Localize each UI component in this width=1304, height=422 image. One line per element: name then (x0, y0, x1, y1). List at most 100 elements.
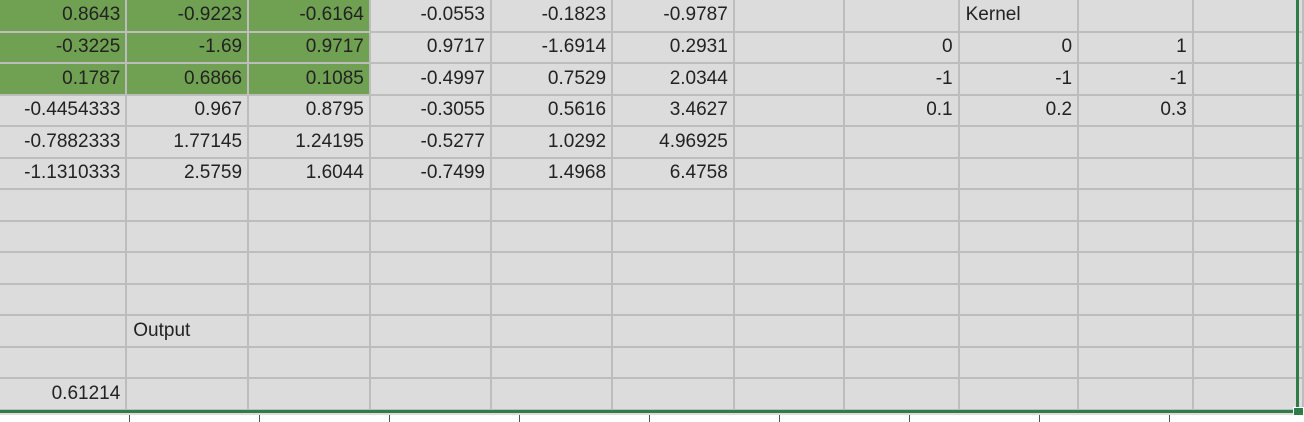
cell-r7-c3[interactable] (248, 189, 371, 222)
cell-r8-c6[interactable] (612, 220, 735, 253)
cell-r8-c10[interactable] (1078, 220, 1194, 253)
cell-r3-c2[interactable]: 0.6866 (126, 63, 250, 96)
cell-r12-c7[interactable] (733, 346, 845, 379)
cell-r6-c1[interactable]: -1.1310333 (0, 157, 128, 190)
cell-r9-c7[interactable] (733, 252, 845, 285)
cell-r1-c11[interactable] (1192, 0, 1304, 33)
cell-r6-c11[interactable] (1192, 157, 1304, 190)
cell-r11-c2[interactable]: Output (126, 315, 250, 348)
cell-r10-c5[interactable] (490, 283, 614, 316)
cell-r7-c11[interactable] (1192, 189, 1304, 222)
cell-r13-c2[interactable] (126, 378, 250, 411)
cell-r10-c7[interactable] (733, 283, 845, 316)
cell-r5-c9[interactable] (958, 126, 1080, 159)
cell-r2-c4[interactable]: 0.9717 (369, 31, 492, 64)
cell-r13-c3[interactable] (248, 378, 371, 411)
cell-r13-c8[interactable] (843, 378, 960, 411)
cell-r3-c9[interactable]: -1 (958, 63, 1080, 96)
cell-r1-c5[interactable]: -0.1823 (490, 0, 614, 33)
cell-r1-c1[interactable]: 0.8643 (0, 0, 128, 33)
cell-r7-c4[interactable] (369, 189, 492, 222)
cell-r4-c2[interactable]: 0.967 (126, 94, 250, 127)
cell-r3-c6[interactable]: 2.0344 (612, 63, 735, 96)
cell-r10-c3[interactable] (248, 283, 371, 316)
cell-r12-c5[interactable] (490, 346, 614, 379)
cell-r9-c8[interactable] (843, 252, 960, 285)
cell-r5-c1[interactable]: -0.7882333 (0, 126, 128, 159)
cell-r6-c5[interactable]: 1.4968 (490, 157, 614, 190)
cell-r5-c5[interactable]: 1.0292 (490, 126, 614, 159)
cell-r12-c10[interactable] (1078, 346, 1194, 379)
cell-r5-c4[interactable]: -0.5277 (369, 126, 492, 159)
cell-r2-c11[interactable] (1192, 31, 1304, 64)
cell-r9-c2[interactable] (126, 252, 250, 285)
cell-r2-c8[interactable]: 0 (843, 31, 960, 64)
cell-r6-c4[interactable]: -0.7499 (369, 157, 492, 190)
cell-r11-c3[interactable] (248, 315, 371, 348)
cell-r10-c9[interactable] (958, 283, 1080, 316)
cell-r9-c9[interactable] (958, 252, 1080, 285)
cell-r12-c1[interactable] (0, 346, 128, 379)
cell-r5-c2[interactable]: 1.77145 (126, 126, 250, 159)
cell-r3-c4[interactable]: -0.4997 (369, 63, 492, 96)
cell-r13-c1[interactable]: 0.61214 (0, 378, 128, 411)
cell-r8-c3[interactable] (248, 220, 371, 253)
cell-r11-c4[interactable] (369, 315, 492, 348)
cell-r7-c2[interactable] (126, 189, 250, 222)
cell-r7-c10[interactable] (1078, 189, 1194, 222)
cell-r12-c6[interactable] (612, 346, 735, 379)
cell-r3-c10[interactable]: -1 (1078, 63, 1194, 96)
cell-r7-c7[interactable] (733, 189, 845, 222)
cell-r2-c2[interactable]: -1.69 (126, 31, 250, 64)
cell-r3-c7[interactable] (733, 63, 845, 96)
cell-r6-c8[interactable] (843, 157, 960, 190)
cell-r11-c11[interactable] (1192, 315, 1304, 348)
cell-r10-c4[interactable] (369, 283, 492, 316)
cell-r7-c6[interactable] (612, 189, 735, 222)
cell-r10-c6[interactable] (612, 283, 735, 316)
cell-r7-c5[interactable] (490, 189, 614, 222)
cell-r12-c3[interactable] (248, 346, 371, 379)
cell-r4-c4[interactable]: -0.3055 (369, 94, 492, 127)
cell-r13-c9[interactable] (958, 378, 1080, 411)
cell-r6-c6[interactable]: 6.4758 (612, 157, 735, 190)
cell-r6-c9[interactable] (958, 157, 1080, 190)
cell-r10-c10[interactable] (1078, 283, 1194, 316)
cell-r3-c3[interactable]: 0.1085 (248, 63, 371, 96)
cell-r8-c1[interactable] (0, 220, 128, 253)
cell-r4-c3[interactable]: 0.8795 (248, 94, 371, 127)
cell-r1-c9[interactable]: Kernel (958, 0, 1080, 33)
cell-r2-c1[interactable]: -0.3225 (0, 31, 128, 64)
cell-r7-c9[interactable] (958, 189, 1080, 222)
cell-r8-c2[interactable] (126, 220, 250, 253)
cell-r9-c5[interactable] (490, 252, 614, 285)
cell-r8-c11[interactable] (1192, 220, 1304, 253)
cell-r3-c11[interactable] (1192, 63, 1304, 96)
cell-r5-c10[interactable] (1078, 126, 1194, 159)
cell-r2-c5[interactable]: -1.6914 (490, 31, 614, 64)
cell-r6-c3[interactable]: 1.6044 (248, 157, 371, 190)
cell-r4-c7[interactable] (733, 94, 845, 127)
cell-r7-c8[interactable] (843, 189, 960, 222)
cell-r4-c9[interactable]: 0.2 (958, 94, 1080, 127)
cell-r4-c5[interactable]: 0.5616 (490, 94, 614, 127)
cell-r5-c7[interactable] (733, 126, 845, 159)
cell-r6-c10[interactable] (1078, 157, 1194, 190)
cell-r13-c5[interactable] (490, 378, 614, 411)
cell-r8-c8[interactable] (843, 220, 960, 253)
cell-r9-c11[interactable] (1192, 252, 1304, 285)
cell-r11-c7[interactable] (733, 315, 845, 348)
cell-r13-c6[interactable] (612, 378, 735, 411)
cell-r12-c11[interactable] (1192, 346, 1304, 379)
cell-r11-c8[interactable] (843, 315, 960, 348)
cell-r11-c6[interactable] (612, 315, 735, 348)
cell-r1-c6[interactable]: -0.9787 (612, 0, 735, 33)
cell-r1-c7[interactable] (733, 0, 845, 33)
cell-r4-c8[interactable]: 0.1 (843, 94, 960, 127)
cell-r11-c5[interactable] (490, 315, 614, 348)
cell-r7-c1[interactable] (0, 189, 128, 222)
cell-r9-c3[interactable] (248, 252, 371, 285)
cell-r1-c2[interactable]: -0.9223 (126, 0, 250, 33)
cell-r2-c7[interactable] (733, 31, 845, 64)
cell-r8-c4[interactable] (369, 220, 492, 253)
